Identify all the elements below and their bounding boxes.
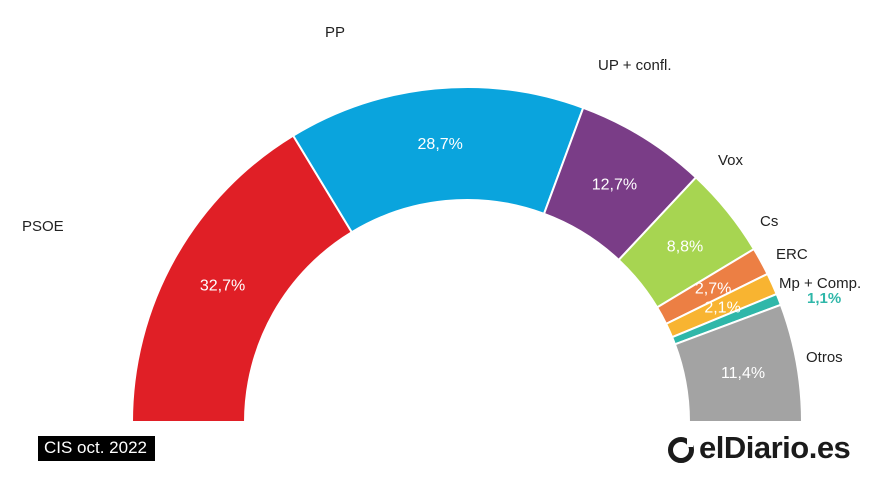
brand-logo: elDiario.es [668, 430, 851, 466]
party-label: PP [325, 24, 345, 41]
labels: 32,7% PSOE 28,7% PP 12,7% UP + confl. 8,8% Vox 2… [22, 24, 861, 382]
party-label: UP + confl. [598, 57, 672, 74]
party-label: ERC [776, 246, 808, 263]
party-label: Cs [760, 213, 778, 230]
value-label: 2,7% [695, 281, 731, 298]
party-label: Otros [806, 349, 843, 366]
slice-otros [673, 303, 804, 423]
value-label: 2,1% [704, 299, 740, 316]
party-label: Vox [718, 152, 744, 169]
party-label: Mp + Comp. [779, 275, 861, 292]
source-label: CIS oct. 2022 [38, 436, 156, 461]
value-label: 1,1% [807, 290, 841, 307]
value-label: 11,4% [721, 365, 765, 382]
party-label: PSOE [22, 218, 64, 235]
slices [130, 86, 804, 423]
value-label: 32,7% [200, 277, 245, 294]
value-label: 28,7% [418, 136, 463, 153]
brand-mark-icon [668, 437, 694, 463]
brand-text: elDiario.es [699, 430, 851, 465]
value-label: 8,8% [667, 239, 703, 256]
value-label: 12,7% [592, 176, 637, 193]
